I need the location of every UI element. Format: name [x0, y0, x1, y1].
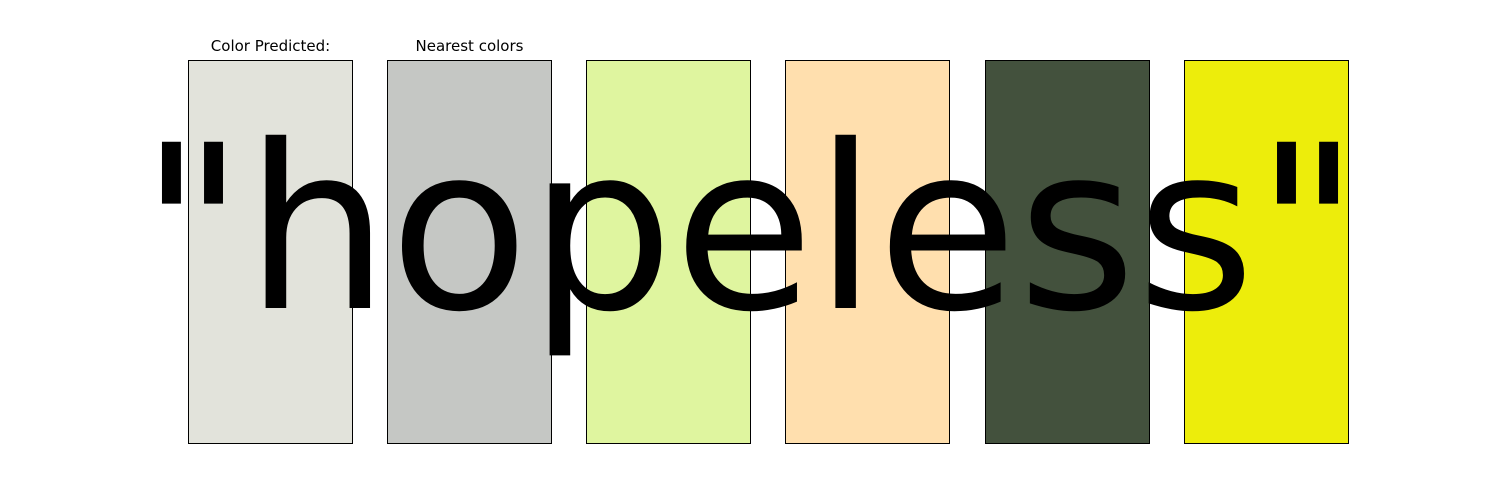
color-predicted-label: Color Predicted:	[210, 37, 331, 55]
nearest-color-swatch-4	[985, 60, 1150, 444]
nearest-color-swatch-1	[387, 60, 552, 444]
nearest-color-swatch-3	[785, 60, 950, 444]
nearest-color-swatch-5	[1184, 60, 1349, 444]
nearest-colors-label: Nearest colors	[415, 37, 524, 55]
nearest-color-swatch-2	[586, 60, 751, 444]
predicted-color-swatch	[188, 60, 353, 444]
